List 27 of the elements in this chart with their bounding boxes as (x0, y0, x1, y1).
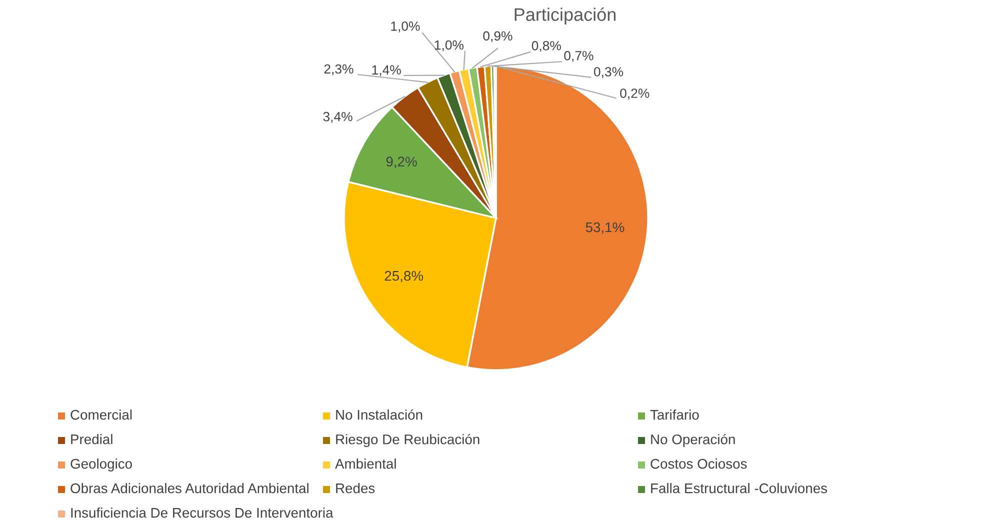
legend-label: Obras Adicionales Autoridad Ambiental (70, 483, 308, 494)
data-label: 1,0% (391, 21, 420, 32)
legend-label: Falla Estructural -Coluviones (651, 483, 828, 494)
legend-label: No Operación (651, 434, 735, 448)
data-label: 53,1% (586, 222, 624, 234)
legend-label: Insuficiencia De Recursos De Interventoria (71, 508, 334, 518)
data-label: 25,8% (384, 270, 424, 282)
legend-label: Comercial (70, 410, 132, 420)
data-label: 3,4% (323, 112, 352, 123)
legend-label: Tarifario (650, 410, 699, 420)
data-label: 0,3% (594, 67, 624, 78)
data-label: 1,4% (372, 65, 401, 76)
legend-label: Redes (336, 483, 375, 494)
legend-label: Ambiental (335, 458, 396, 469)
data-label: 0,2% (620, 88, 650, 100)
legend-label: Predial (71, 434, 112, 444)
data-label: 0,7% (564, 51, 594, 62)
data-label: 0,8% (532, 41, 561, 52)
data-label: 9,2% (386, 156, 417, 168)
data-label: 2,3% (324, 64, 354, 76)
data-label: 0,9% (483, 31, 512, 42)
chart-title: Participación (514, 7, 616, 25)
legend-label: No Instalación (336, 409, 422, 420)
data-label: 1,0% (434, 40, 464, 52)
legend-label: Geologico (70, 458, 132, 472)
legend-label: Riesgo De Reubicación (336, 434, 480, 448)
legend-label: Costos Ociosos (650, 458, 747, 469)
